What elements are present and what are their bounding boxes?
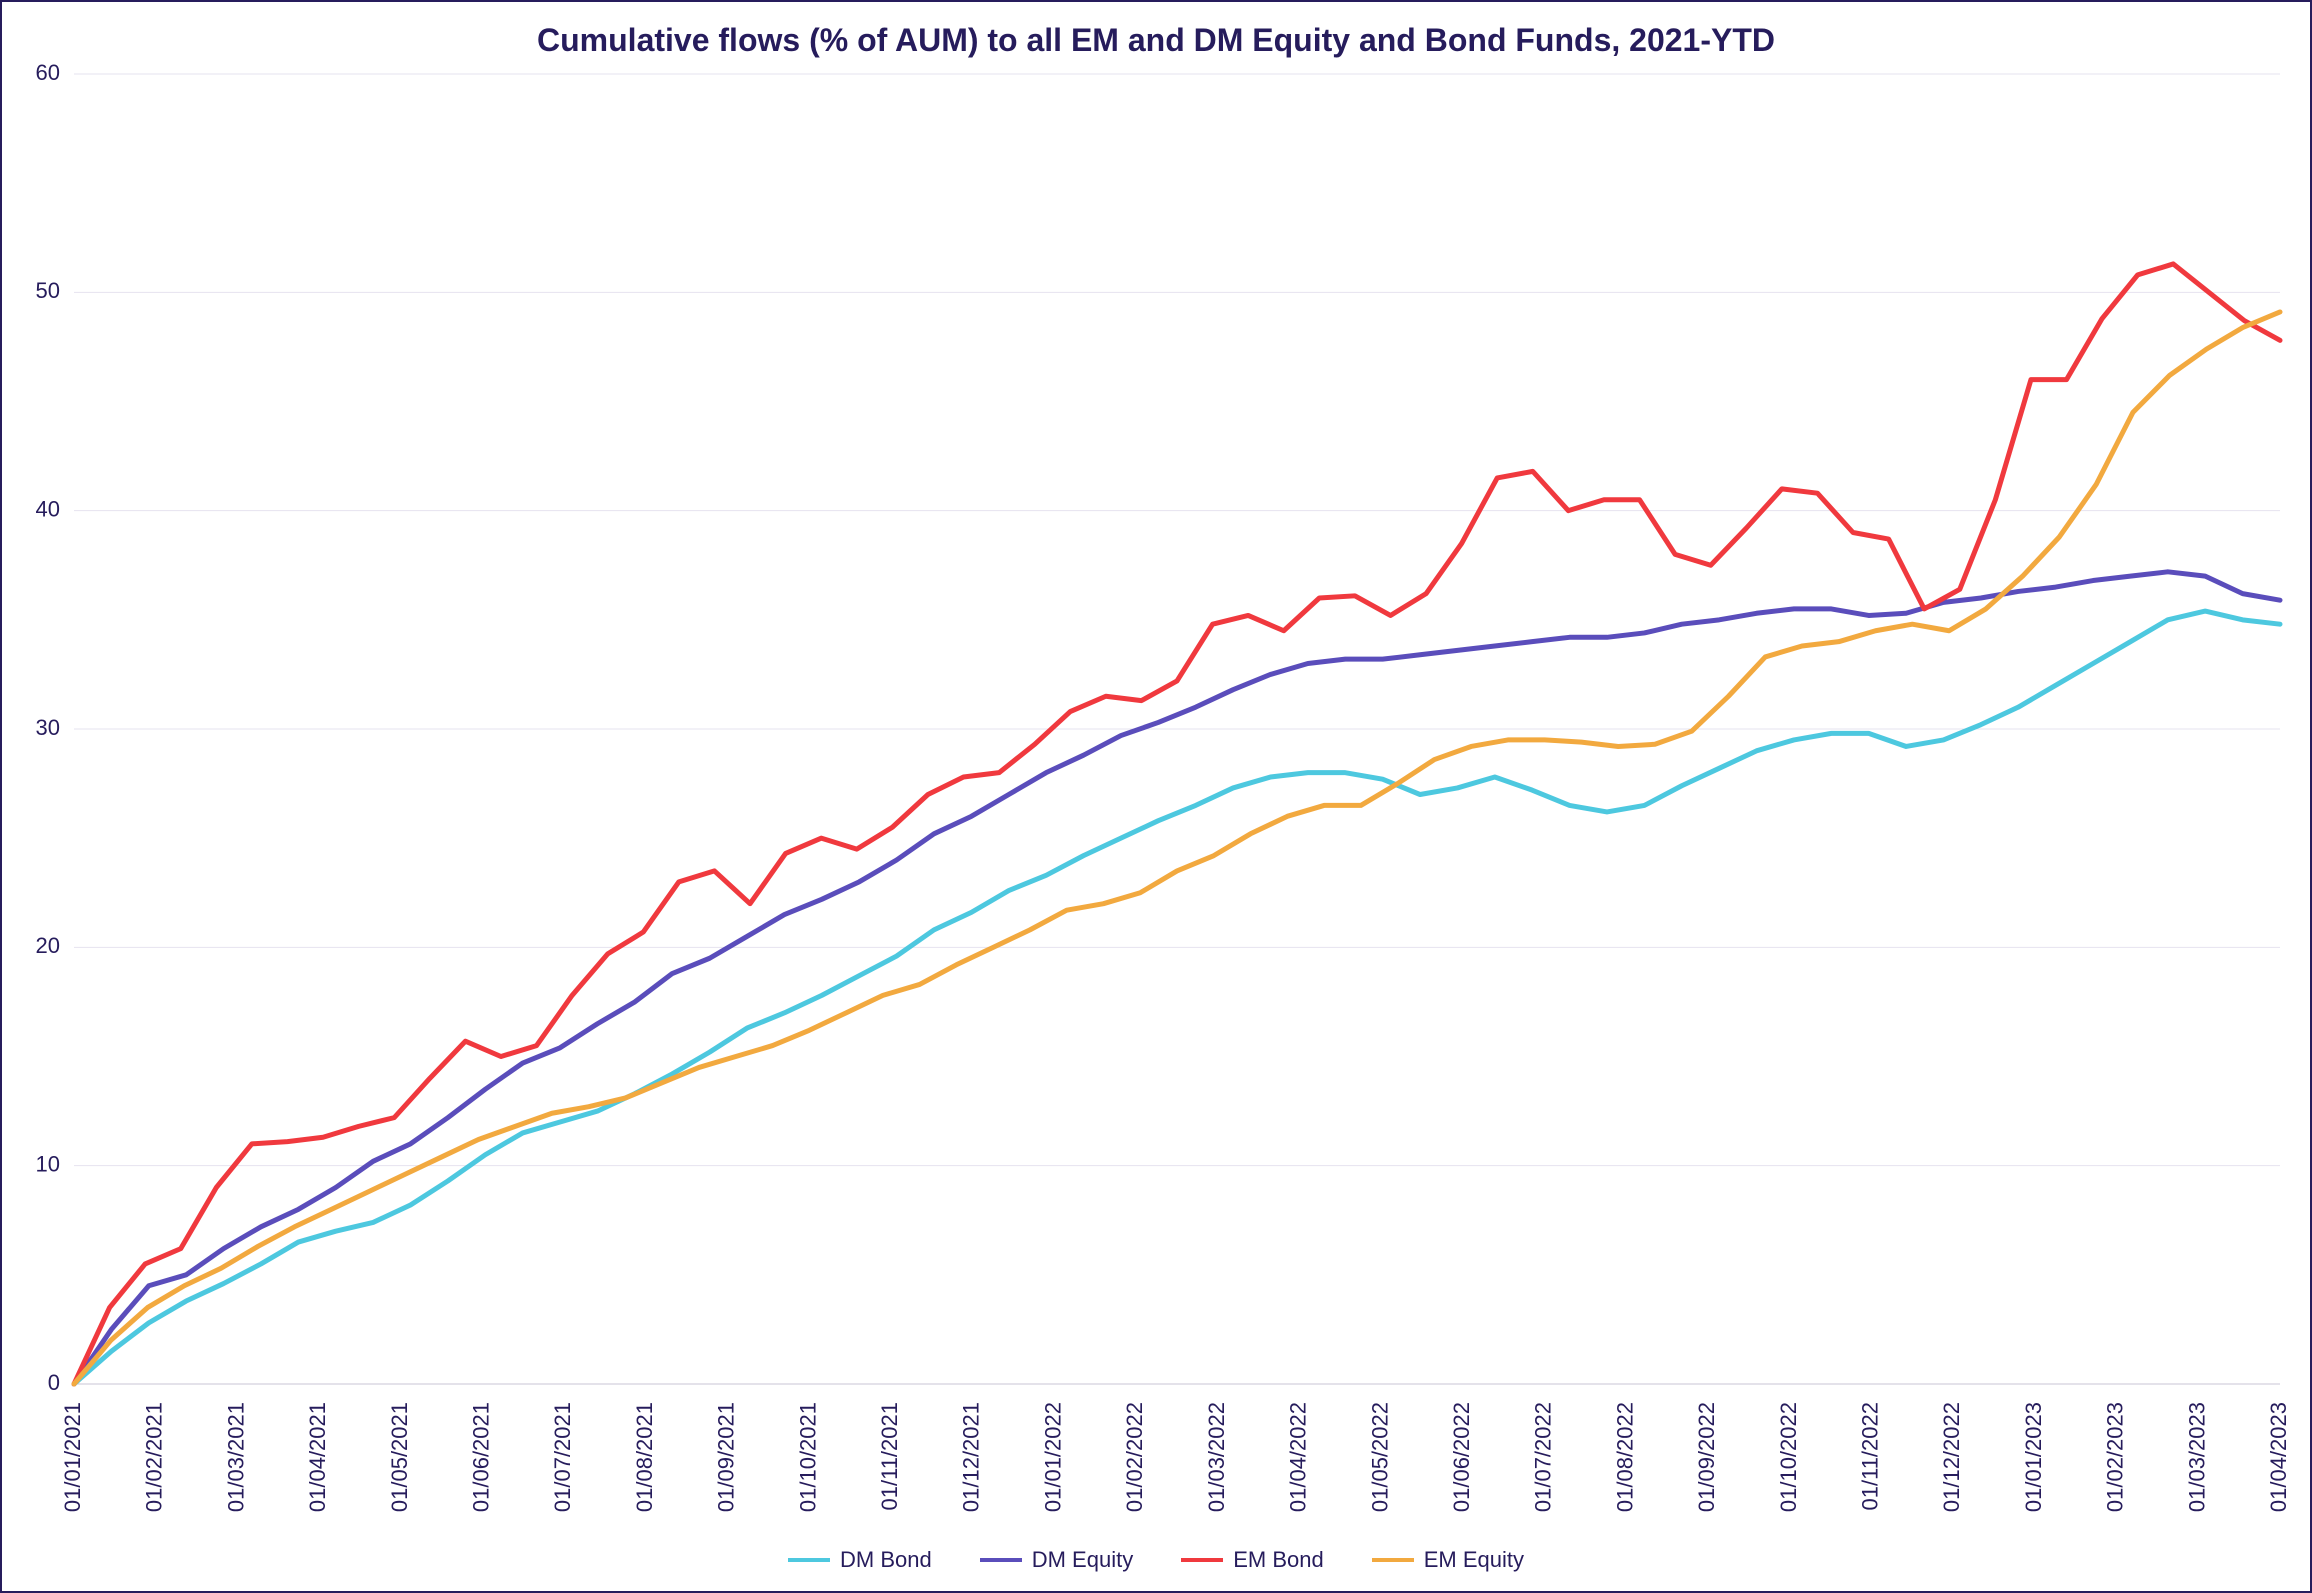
legend-label: EM Equity bbox=[1424, 1547, 1524, 1573]
chart-container: Cumulative flows (% of AUM) to all EM an… bbox=[0, 0, 2312, 1593]
x-tick-label: 01/04/2023 bbox=[2266, 1402, 2291, 1512]
y-tick-label: 10 bbox=[36, 1151, 60, 1176]
plot-area: 0 10 20 30 40 50 60 01/01/2021 01/02/2021 01/03/2… bbox=[2, 64, 2310, 1539]
x-tick-label: 01/12/2021 bbox=[959, 1402, 984, 1512]
x-tick-label: 01/10/2021 bbox=[795, 1402, 820, 1512]
x-tick-label: 01/04/2021 bbox=[305, 1402, 330, 1512]
chart-svg: 0 10 20 30 40 50 60 01/01/2021 01/02/2021 01/03/2… bbox=[2, 64, 2310, 1539]
x-tick-label: 01/07/2022 bbox=[1531, 1402, 1556, 1512]
legend: DM Bond DM Equity EM Bond EM Equity bbox=[2, 1539, 2310, 1591]
x-tick-label: 01/08/2022 bbox=[1612, 1402, 1637, 1512]
y-tick-label: 50 bbox=[36, 278, 60, 303]
y-tick-label: 60 bbox=[36, 64, 60, 85]
series-line bbox=[74, 264, 2280, 1384]
y-tick-label: 0 bbox=[48, 1370, 60, 1395]
legend-item: EM Equity bbox=[1372, 1547, 1524, 1573]
legend-swatch bbox=[1372, 1558, 1414, 1562]
legend-item: DM Equity bbox=[980, 1547, 1133, 1573]
legend-item: EM Bond bbox=[1181, 1547, 1324, 1573]
legend-label: EM Bond bbox=[1233, 1547, 1324, 1573]
x-tick-label: 01/01/2022 bbox=[1040, 1402, 1065, 1512]
x-tick-label: 01/02/2021 bbox=[142, 1402, 167, 1512]
x-tick-label: 01/05/2022 bbox=[1367, 1402, 1392, 1512]
legend-swatch bbox=[788, 1558, 830, 1562]
x-tick-label: 01/06/2022 bbox=[1449, 1402, 1474, 1512]
legend-label: DM Bond bbox=[840, 1547, 932, 1573]
series-line bbox=[74, 611, 2280, 1384]
legend-item: DM Bond bbox=[788, 1547, 932, 1573]
y-tick-label: 30 bbox=[36, 715, 60, 740]
x-tick-label: 01/08/2021 bbox=[632, 1402, 657, 1512]
x-tick-label: 01/02/2023 bbox=[2103, 1402, 2128, 1512]
legend-label: DM Equity bbox=[1032, 1547, 1133, 1573]
chart-title: Cumulative flows (% of AUM) to all EM an… bbox=[2, 2, 2310, 64]
x-tick-label: 01/10/2022 bbox=[1776, 1402, 1801, 1512]
x-tick-label: 01/03/2022 bbox=[1204, 1402, 1229, 1512]
y-tick-label: 40 bbox=[36, 496, 60, 521]
y-tick-label: 20 bbox=[36, 933, 60, 958]
x-tick-label: 01/03/2023 bbox=[2184, 1402, 2209, 1512]
x-tick-label: 01/09/2022 bbox=[1694, 1402, 1719, 1512]
x-tick-label: 01/04/2022 bbox=[1286, 1402, 1311, 1512]
legend-swatch bbox=[1181, 1558, 1223, 1562]
x-tick-label: 01/03/2021 bbox=[223, 1402, 248, 1512]
x-tick-label: 01/12/2022 bbox=[1939, 1402, 1964, 1512]
legend-swatch bbox=[980, 1558, 1022, 1562]
series-line bbox=[74, 312, 2280, 1384]
x-tick-label: 01/01/2021 bbox=[60, 1402, 85, 1512]
x-tick-label: 01/11/2021 bbox=[877, 1402, 902, 1510]
series-line bbox=[74, 572, 2280, 1384]
x-tick-label: 01/07/2021 bbox=[550, 1402, 575, 1512]
x-tick-label: 01/09/2021 bbox=[714, 1402, 739, 1512]
x-tick-label: 01/06/2021 bbox=[469, 1402, 494, 1512]
x-tick-label: 01/11/2022 bbox=[1857, 1402, 1882, 1510]
x-tick-label: 01/05/2021 bbox=[387, 1402, 412, 1512]
x-tick-label: 01/02/2022 bbox=[1122, 1402, 1147, 1512]
x-tick-label: 01/01/2023 bbox=[2021, 1402, 2046, 1512]
